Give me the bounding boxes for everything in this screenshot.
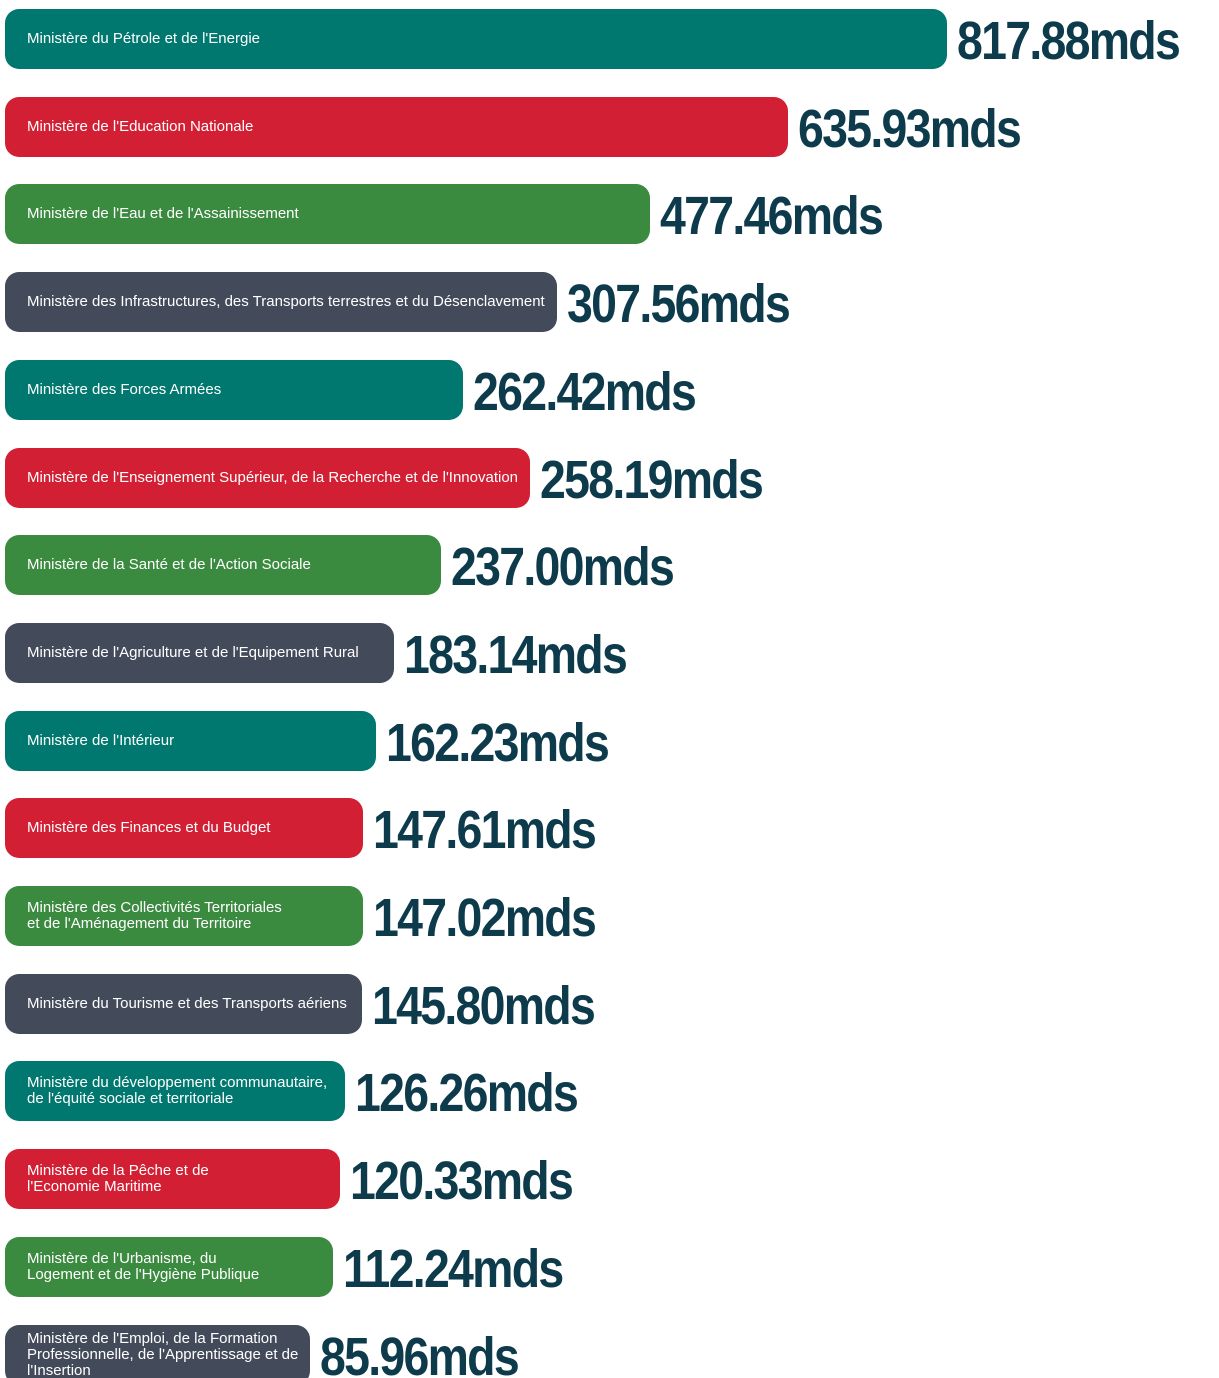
bar-label: Ministère des Forces Armées (27, 380, 222, 398)
bar: Ministère de la Pêche et de l'Economie M… (5, 1149, 340, 1210)
bar-label: Ministère de l'Emploi, de la Formation P… (27, 1329, 299, 1378)
bar: Ministère de l'Emploi, de la Formation P… (5, 1324, 310, 1378)
value-label: 817.88mds (956, 11, 1181, 71)
bar-label: Ministère de l'Intérieur (27, 731, 175, 749)
bar-label: Ministère de l'Eau et de l'Assainissemen… (27, 205, 299, 223)
value-label: 147.61mds (373, 800, 597, 861)
bar: Ministère de l'Enseignement Supérieur, d… (5, 447, 530, 508)
bar-label: Ministère des Infrastructures, des Trans… (27, 293, 545, 311)
bar: Ministère de l'Eau et de l'Assainissemen… (5, 184, 651, 245)
bar: Ministère de l'Education Nationale (5, 96, 789, 157)
bar: Ministère du Pétrole et de l'Energie (5, 9, 947, 69)
value-label: 112.24mds (342, 1238, 564, 1299)
value-label: 477.46mds (660, 186, 884, 247)
value-label: 635.93mds (798, 98, 1022, 159)
bar: Ministère des Collectivités Territoriale… (5, 886, 363, 946)
value-label: 85.96mds (320, 1326, 520, 1378)
bar: Ministère des Infrastructures, des Trans… (5, 272, 557, 333)
value-label: 183.14mds (404, 624, 628, 685)
bar-label: Ministère de la Santé et de l'Action Soc… (27, 556, 311, 574)
bar-label: Ministère du développement communautaire… (27, 1074, 328, 1108)
bar: Ministère de l'Urbanisme, du Logement et… (5, 1236, 333, 1297)
bar: Ministère du Tourisme et des Transports … (5, 973, 362, 1034)
value-label: 147.02mds (372, 888, 597, 948)
value-label: 258.19mds (540, 449, 764, 510)
bar-label: Ministère des Collectivités Territoriale… (27, 899, 282, 932)
bar: Ministère du développement communautaire… (5, 1061, 345, 1122)
value-label: 120.33mds (349, 1151, 574, 1212)
bar-label: Ministère de l'Urbanisme, du Logement et… (27, 1249, 260, 1283)
bar-label: Ministère des Finances et du Budget (27, 819, 271, 837)
bar-label: Ministère du Pétrole et de l'Energie (27, 30, 260, 47)
bar-label: Ministère du Tourisme et des Transports … (27, 994, 347, 1012)
bar-label: Ministère de la Pêche et de l'Economie M… (27, 1162, 209, 1196)
bar-label: Ministère de l'Enseignement Supérieur, d… (27, 468, 519, 486)
bar: Ministère de la Santé et de l'Action Soc… (5, 535, 442, 596)
value-label: 162.23mds (386, 712, 610, 773)
bar-label: Ministère de l'Education Nationale (27, 117, 254, 135)
bar: Ministère de l'Intérieur (5, 710, 377, 771)
bar: Ministère de l'Agriculture et de l'Equip… (5, 622, 395, 683)
bar: Ministère des Forces Armées (5, 359, 464, 420)
bar: Ministère des Finances et du Budget (5, 798, 364, 859)
value-label: 126.26mds (354, 1063, 579, 1124)
bar-label: Ministère de l'Agriculture et de l'Equip… (27, 643, 359, 661)
value-label: 145.80mds (371, 975, 596, 1036)
value-label: 237.00mds (451, 537, 675, 598)
value-label: 262.42mds (473, 361, 697, 422)
value-label: 307.56mds (567, 274, 791, 335)
